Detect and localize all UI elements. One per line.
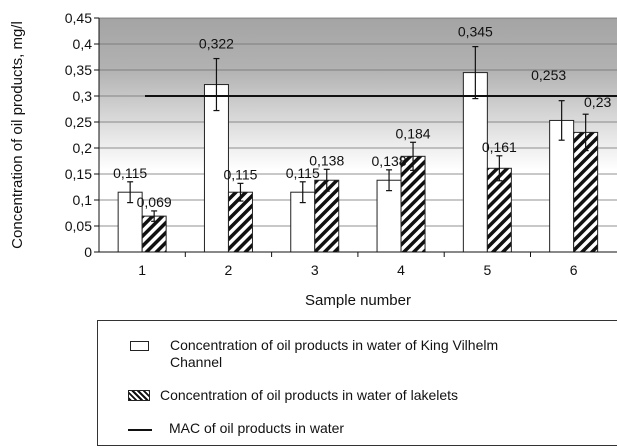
y-tick-label: 0,45 [65, 10, 92, 26]
legend-swatch-line [128, 429, 152, 431]
legend-swatch-hatched [128, 390, 150, 401]
x-tick-label: 2 [225, 262, 233, 278]
legend-swatch-white [130, 341, 149, 351]
data-label: 0,161 [482, 139, 517, 155]
x-tick-label: 3 [311, 262, 319, 278]
x-tick-label: 4 [397, 262, 405, 278]
data-label: 0,184 [396, 125, 431, 141]
y-tick-label: 0,25 [65, 114, 92, 130]
data-label: 0,115 [113, 165, 147, 181]
bar [462, 72, 488, 253]
data-label: 0,069 [137, 194, 172, 210]
y-tick-label: 0,3 [73, 88, 93, 104]
data-label: 0,115 [223, 166, 257, 182]
plot-area [99, 18, 617, 252]
error-bars [127, 45, 589, 222]
data-label: 0,322 [199, 36, 234, 52]
legend-item-lakelets: Concentration of oil products in water o… [128, 387, 458, 404]
data-label: 0,115 [286, 165, 320, 181]
bar [400, 155, 426, 253]
x-axis-title: Sample number [305, 292, 411, 309]
data-label: 0,138 [309, 152, 344, 168]
y-tick-label: 0,05 [65, 218, 92, 234]
data-label: 0,138 [372, 153, 407, 169]
legend-label: Concentration of oil products in water o… [160, 387, 459, 403]
axes: 0 0,05 0,1 0,15 0,2 0,25 0,3 0,35 0,4 0,45 1 2 3 4 5 6 [65, 10, 617, 278]
legend-item-king-vilhelm: Concentration of oil products in water o… [130, 337, 540, 371]
bars [117, 72, 599, 253]
y-tick-label: 0,4 [73, 36, 93, 52]
y-tick-label: 0,15 [65, 166, 92, 182]
legend: Concentration of oil products in water o… [97, 320, 617, 446]
x-tick-label: 5 [483, 262, 491, 278]
data-label: 0,345 [458, 24, 493, 40]
legend-label: Concentration of oil products in water o… [170, 337, 499, 370]
y-tick-label: 0,35 [65, 62, 92, 78]
legend-item-mac: MAC of oil products in water [128, 420, 344, 437]
bar [573, 131, 599, 253]
x-tick-label: 6 [570, 262, 578, 278]
y-tick-label: 0 [84, 244, 92, 260]
y-axis-title: Concentration of oil products, mg/l [9, 21, 26, 249]
y-tick-label: 0,1 [73, 192, 93, 208]
chart: 00,050,10,150,20,250,30,350,40,451 2 3 4 5 6 … [9, 10, 617, 309]
legend-label: MAC of oil products in water [169, 420, 345, 436]
data-label: 0,23 [584, 94, 611, 110]
y-tick-label: 0,2 [73, 140, 93, 156]
data-label: 0,253 [531, 67, 566, 83]
x-tick-label: 1 [138, 262, 146, 278]
